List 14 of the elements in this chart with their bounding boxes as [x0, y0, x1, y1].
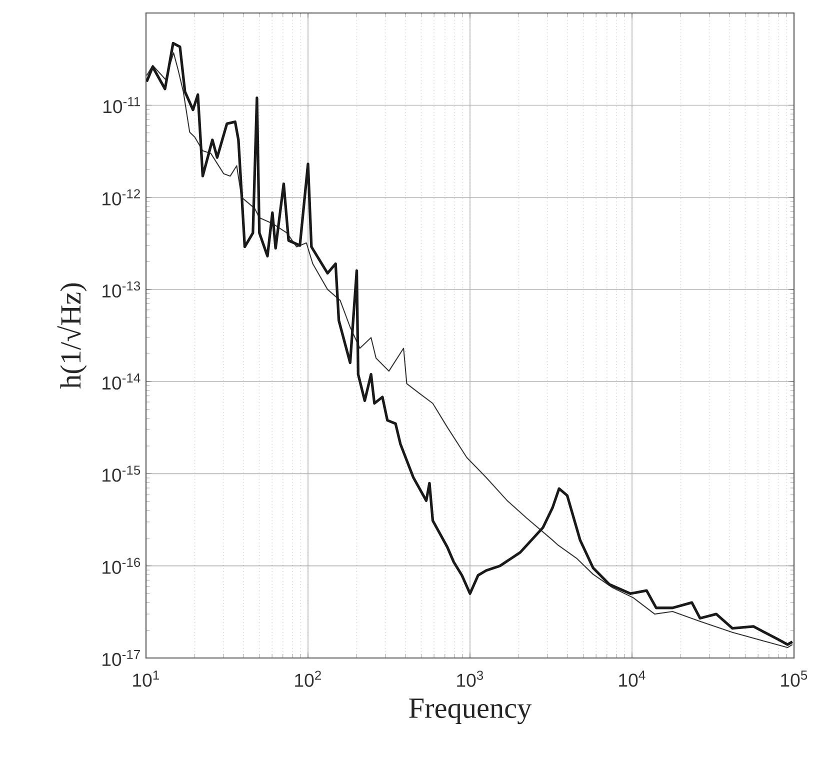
- y-tick-label: 10$^{-14}$: [102, 374, 140, 390]
- y-tick-label: 10$^{-15}$: [102, 466, 140, 482]
- x-tick-label: 10$^{2}$: [295, 670, 321, 687]
- y-tick-label: 10$^{-16}$: [102, 558, 140, 574]
- x-tick-label: 10$^{4}$: [619, 670, 646, 687]
- x-tick-label: 10$^{5}$: [781, 670, 808, 687]
- y-axis-title: h(1/√Hz): [57, 283, 87, 389]
- x-axis-title: Frequency: [409, 698, 532, 724]
- y-tick-label: 10$^{-13}$: [102, 281, 140, 298]
- x-tick-label: 10$^{1}$: [133, 670, 159, 687]
- x-tick-label: 10$^{3}$: [457, 670, 484, 687]
- y-tick-label: 10$^{-17}$: [102, 650, 140, 666]
- y-tick-label: 10$^{-11}$: [104, 97, 140, 114]
- y-tick-label: 10$^{-12}$: [102, 189, 140, 206]
